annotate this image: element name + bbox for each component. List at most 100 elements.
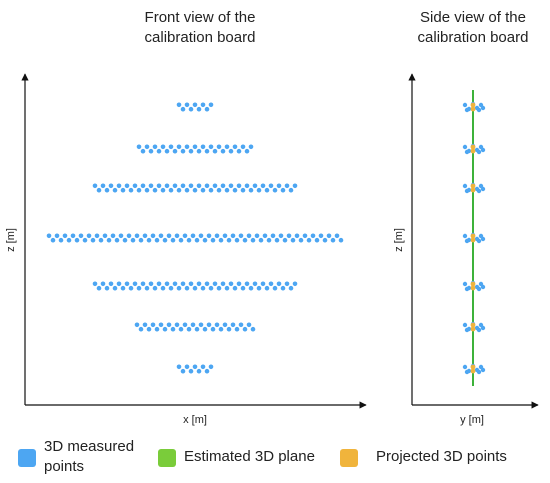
side-measured-point <box>476 238 482 244</box>
front-measured-point <box>100 183 106 189</box>
front-measured-point <box>272 285 278 291</box>
front-measured-point <box>138 326 144 332</box>
front-measured-point <box>172 148 178 154</box>
front-view-axes: x [m] z [m] <box>5 73 367 426</box>
front-measured-point <box>152 285 158 291</box>
front-z-label: z [m] <box>5 228 17 252</box>
front-measured-point <box>168 285 174 291</box>
side-projected-point <box>470 183 476 189</box>
front-measured-point <box>154 326 160 332</box>
front-measured-point <box>164 148 170 154</box>
front-measured-point <box>222 322 228 328</box>
front-measured-point <box>200 187 206 193</box>
side-projected-point <box>470 102 476 108</box>
front-measured-point <box>244 183 250 189</box>
front-measured-point <box>152 187 158 193</box>
legend-swatch-measured <box>18 449 36 467</box>
front-measured-point <box>274 237 280 243</box>
front-measured-point <box>210 237 216 243</box>
front-measured-point <box>240 187 246 193</box>
front-measured-point <box>78 233 84 239</box>
side-projected-points <box>470 102 476 374</box>
front-measured-point <box>92 183 98 189</box>
front-measured-point <box>280 187 286 193</box>
front-measured-point <box>238 233 244 239</box>
front-measured-point <box>132 281 138 287</box>
front-measured-point <box>136 144 142 150</box>
side-y-label: y [m] <box>460 414 484 426</box>
front-measured-point <box>204 281 210 287</box>
front-measured-point <box>288 187 294 193</box>
side-measured-point <box>464 107 470 113</box>
front-measured-point <box>298 237 304 243</box>
front-measured-point <box>284 281 290 287</box>
front-measured-point <box>204 183 210 189</box>
front-measured-point <box>70 233 76 239</box>
front-measured-point <box>184 285 190 291</box>
front-measured-point <box>236 148 242 154</box>
front-measured-point <box>116 281 122 287</box>
front-measured-point <box>140 183 146 189</box>
front-measured-point <box>192 285 198 291</box>
side-view-title: Side view of the calibration board <box>417 9 529 46</box>
front-measured-point <box>194 237 200 243</box>
front-measured-point <box>198 322 204 328</box>
front-measured-point <box>224 285 230 291</box>
front-measured-point <box>120 187 126 193</box>
front-measured-point <box>244 281 250 287</box>
front-measured-point <box>90 237 96 243</box>
front-measured-point <box>232 187 238 193</box>
front-measured-point <box>136 187 142 193</box>
front-measured-point <box>180 106 186 112</box>
front-measured-point <box>192 187 198 193</box>
front-measured-point <box>214 233 220 239</box>
front-measured-point <box>202 326 208 332</box>
front-measured-point <box>192 102 198 108</box>
side-measured-point <box>480 105 486 111</box>
side-measured-point <box>464 238 470 244</box>
front-measured-point <box>190 233 196 239</box>
front-measured-point <box>178 237 184 243</box>
front-measured-point <box>128 285 134 291</box>
legend-item-projected: Projected 3D points <box>340 437 507 467</box>
front-measured-point <box>140 148 146 154</box>
front-measured-point <box>246 233 252 239</box>
front-measured-point <box>184 187 190 193</box>
front-measured-point <box>174 233 180 239</box>
front-measured-point <box>226 326 232 332</box>
front-measured-point <box>174 322 180 328</box>
side-projected-point <box>470 106 476 112</box>
front-measured-point <box>186 237 192 243</box>
front-measured-point <box>108 183 114 189</box>
front-measured-point <box>186 326 192 332</box>
front-measured-point <box>148 148 154 154</box>
front-measured-point <box>66 237 72 243</box>
front-measured-point <box>208 364 214 370</box>
front-measured-point <box>180 368 186 374</box>
front-measured-point <box>180 148 186 154</box>
front-measured-point <box>102 233 108 239</box>
front-measured-point <box>206 233 212 239</box>
front-measured-point <box>132 183 138 189</box>
front-measured-point <box>188 148 194 154</box>
side-projected-point <box>470 237 476 243</box>
front-measured-point <box>230 322 236 328</box>
front-measured-point <box>96 187 102 193</box>
front-measured-point <box>176 285 182 291</box>
front-measured-point <box>158 233 164 239</box>
front-measured-point <box>302 233 308 239</box>
side-measured-point <box>480 325 486 331</box>
front-measured-point <box>232 144 238 150</box>
front-measured-point <box>108 281 114 287</box>
front-measured-point <box>310 233 316 239</box>
front-measured-point <box>146 237 152 243</box>
front-measured-point <box>204 106 210 112</box>
side-projected-point <box>470 233 476 239</box>
front-measured-point <box>152 144 158 150</box>
plots-canvas: x [m] z [m] y [m] z [m] <box>5 73 539 426</box>
front-measured-point <box>280 285 286 291</box>
front-measured-point <box>96 285 102 291</box>
side-projected-point <box>470 326 476 332</box>
front-measured-point <box>210 326 216 332</box>
front-measured-point <box>150 322 156 328</box>
